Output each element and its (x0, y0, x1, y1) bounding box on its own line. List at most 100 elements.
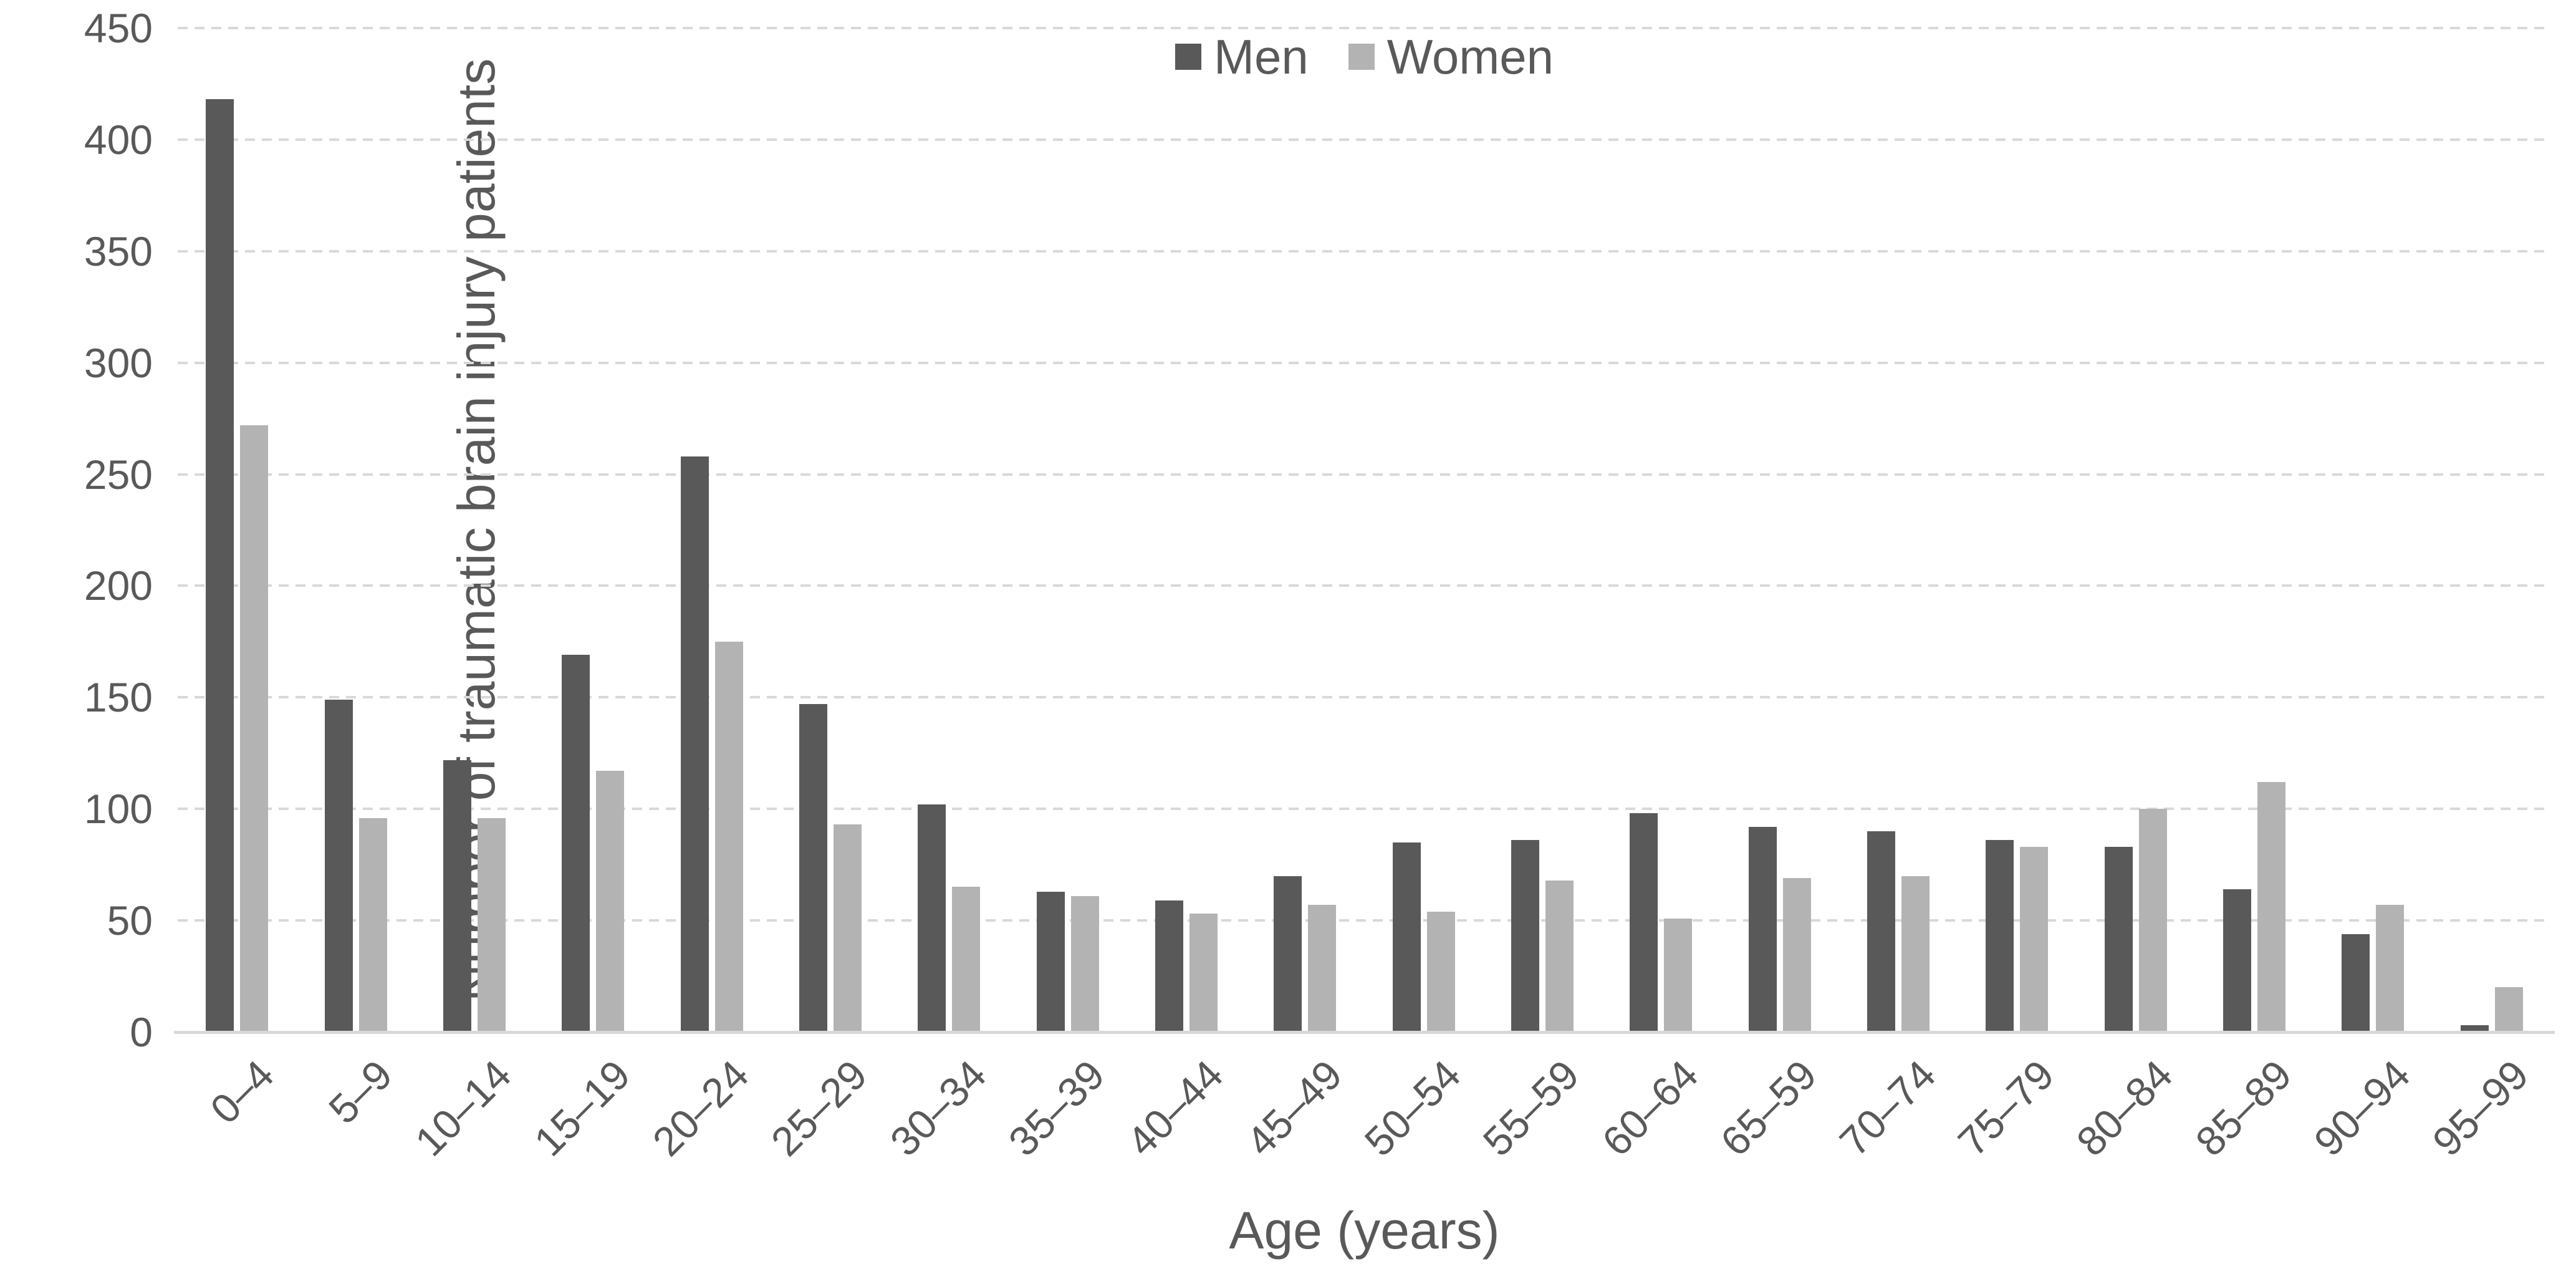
bar-men-30–34 (918, 804, 946, 1032)
bar-group-20–24 (652, 28, 771, 1032)
bar-men-25–29 (799, 704, 827, 1032)
plot-area (174, 27, 2555, 1034)
x-tick-label-90–94: 90–94 (2305, 1051, 2419, 1165)
x-tick-label-25–29: 25–29 (762, 1051, 876, 1165)
x-tick-label-85–89: 85–89 (2186, 1051, 2300, 1165)
bar-men-75–79 (1986, 840, 2014, 1032)
gridline-200 (178, 584, 2551, 587)
x-tick-label-30–34: 30–34 (881, 1051, 995, 1165)
bar-group-5–9 (296, 28, 415, 1032)
x-tick-label-65–59: 65–59 (1711, 1051, 1825, 1165)
x-tick-label-55–59: 55–59 (1474, 1051, 1588, 1165)
x-tick-label-70–74: 70–74 (1830, 1051, 1944, 1165)
y-tick-label-400: 400 (84, 116, 153, 163)
gridline-100 (178, 808, 2551, 811)
y-tick-label-50: 50 (107, 897, 153, 944)
bar-women-70–74 (1901, 876, 1930, 1032)
bar-women-80–84 (2138, 809, 2167, 1032)
bar-group-15–19 (534, 28, 652, 1032)
bar-group-65–59 (1720, 28, 1838, 1032)
bar-men-50–54 (1392, 842, 1421, 1032)
bar-men-90–94 (2342, 934, 2370, 1032)
bar-women-15–19 (596, 771, 625, 1032)
gridline-300 (178, 361, 2551, 364)
x-tick-label-40–44: 40–44 (1118, 1051, 1233, 1165)
bar-men-0–4 (206, 99, 234, 1032)
x-tick-label-0–4: 0–4 (201, 1051, 283, 1132)
bar-men-70–74 (1867, 831, 1895, 1032)
bar-women-35–39 (1070, 896, 1099, 1032)
x-tick-label-80–84: 80–84 (2067, 1051, 2181, 1165)
gridline-250 (178, 473, 2551, 476)
bar-group-45–49 (1246, 28, 1364, 1032)
gridline-150 (178, 696, 2551, 699)
bar-men-80–84 (2104, 847, 2133, 1032)
bar-women-20–24 (714, 642, 743, 1032)
x-tick-label-60–64: 60–64 (1593, 1051, 1707, 1165)
bar-women-95–99 (2494, 987, 2523, 1032)
y-tick-label-100: 100 (84, 786, 153, 833)
bar-group-80–84 (2077, 28, 2195, 1032)
y-tick-label-300: 300 (84, 339, 153, 386)
y-tick-label-0: 0 (130, 1009, 153, 1055)
bar-group-75–79 (1958, 28, 2076, 1032)
bar-men-45–49 (1274, 876, 1302, 1032)
bar-women-10–14 (477, 818, 506, 1032)
bar-group-30–34 (890, 28, 1008, 1032)
bar-group-85–89 (2195, 28, 2314, 1032)
bar-group-60–64 (1602, 28, 1720, 1032)
bar-men-95–99 (2460, 1025, 2489, 1032)
gridline-50 (178, 919, 2551, 922)
x-tick-label-35–39: 35–39 (999, 1051, 1113, 1165)
bar-women-90–94 (2376, 905, 2405, 1032)
bar-men-35–39 (1036, 892, 1065, 1032)
bar-group-35–39 (1008, 28, 1127, 1032)
bar-men-85–89 (2223, 889, 2252, 1032)
bar-men-55–59 (1511, 840, 1539, 1032)
bar-women-85–89 (2257, 782, 2286, 1032)
bar-women-65–59 (1782, 878, 1811, 1032)
bar-women-0–4 (240, 425, 269, 1032)
gridline-400 (178, 138, 2551, 141)
y-tick-label-200: 200 (84, 562, 153, 609)
x-tick-label-45–49: 45–49 (1237, 1051, 1351, 1165)
y-tick-label-450: 450 (84, 5, 153, 51)
x-tick-label-75–79: 75–79 (1949, 1051, 2063, 1165)
x-axis-line (174, 1031, 2555, 1034)
x-tick-label-10–14: 10–14 (406, 1051, 520, 1165)
bars-row (178, 28, 2551, 1032)
bar-men-65–59 (1748, 827, 1777, 1032)
x-tick-label-15–19: 15–19 (525, 1051, 639, 1165)
bar-men-60–64 (1630, 813, 1658, 1032)
bar-group-10–14 (415, 28, 534, 1032)
bar-women-45–49 (1308, 905, 1337, 1032)
y-axis: 0 50 100 150 200 250 300 350 400 450 (0, 7, 153, 1053)
bar-men-5–9 (324, 700, 353, 1032)
bar-men-40–44 (1155, 900, 1183, 1032)
bar-women-75–79 (2020, 847, 2049, 1032)
bar-women-50–54 (1426, 912, 1455, 1032)
bar-group-70–74 (1839, 28, 1958, 1032)
x-tick-label-50–54: 50–54 (1355, 1051, 1469, 1165)
bar-group-55–59 (1483, 28, 1602, 1032)
y-tick-label-350: 350 (84, 228, 153, 274)
gridline-350 (178, 249, 2551, 253)
bar-men-15–19 (562, 655, 590, 1032)
bar-women-30–34 (952, 887, 981, 1032)
bar-group-95–99 (2433, 28, 2551, 1032)
bar-women-5–9 (358, 818, 387, 1032)
bar-women-60–64 (1664, 919, 1693, 1032)
bar-group-50–54 (1364, 28, 1483, 1032)
y-tick-label-150: 150 (84, 674, 153, 721)
bar-men-20–24 (680, 456, 709, 1032)
bar-women-40–44 (1189, 914, 1218, 1032)
bar-group-0–4 (178, 28, 296, 1032)
bar-group-90–94 (2314, 28, 2432, 1032)
x-tick-label-5–9: 5–9 (320, 1051, 401, 1132)
bar-group-25–29 (771, 28, 890, 1032)
x-tick-label-20–24: 20–24 (643, 1051, 757, 1165)
y-tick-label-250: 250 (84, 451, 153, 498)
bar-women-55–59 (1545, 881, 1574, 1032)
gridline-450 (178, 27, 2551, 29)
